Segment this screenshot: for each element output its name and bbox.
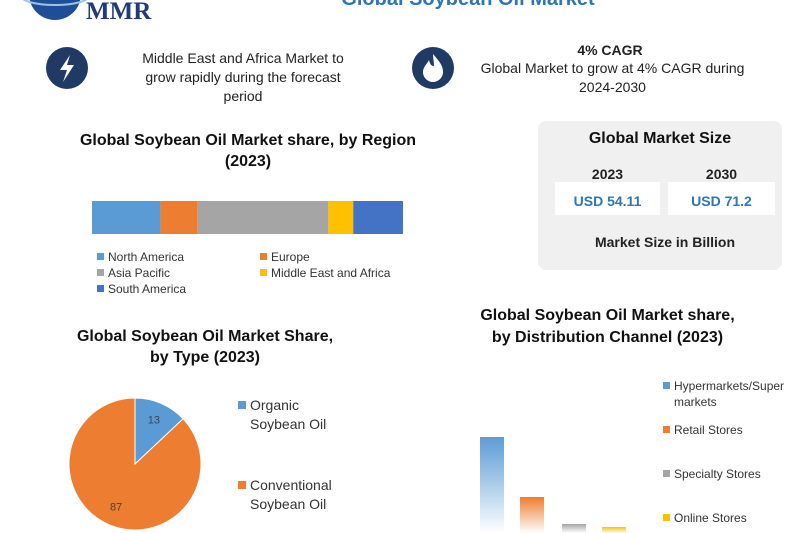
highlight-text: Middle East and Africa Market to grow ra… bbox=[142, 50, 344, 104]
market-value: USD 71.2 bbox=[691, 193, 752, 209]
legend-label: Asia Pacific bbox=[108, 266, 171, 280]
legend-swatch bbox=[663, 382, 670, 389]
data-label: 13 bbox=[148, 414, 160, 426]
data-label: 87 bbox=[110, 502, 122, 514]
chart-title: Global Soybean Oil Market Share, by Type… bbox=[76, 328, 334, 366]
legend-swatch bbox=[238, 481, 246, 489]
year: 2023 bbox=[591, 166, 624, 182]
bar-segment bbox=[328, 201, 354, 234]
value-box bbox=[668, 182, 775, 215]
highlight-text: Global Market to grow at 4% CAGR during … bbox=[480, 60, 745, 95]
bar-segment bbox=[197, 201, 329, 234]
panel-note: Market Size in Billion bbox=[594, 234, 736, 250]
legend-swatch bbox=[663, 470, 670, 477]
panel-title: Global Market Size bbox=[588, 130, 732, 147]
logo-text: MMR bbox=[86, 0, 152, 25]
legend-swatch bbox=[97, 253, 104, 260]
bolt-glyph bbox=[60, 55, 74, 82]
legend-label: Retail Stores bbox=[674, 423, 743, 437]
legend-label: Europe bbox=[271, 250, 310, 264]
legend-swatch bbox=[663, 426, 670, 433]
bar-segment bbox=[160, 201, 198, 234]
year: 2030 bbox=[705, 166, 738, 182]
legend-label: Middle East and Africa bbox=[271, 266, 391, 280]
legend-label: Hypermarkets/Supermarkets bbox=[674, 379, 785, 409]
legend-swatch bbox=[238, 401, 246, 409]
chart-title: Global Soybean Oil Market share, by Dist… bbox=[480, 307, 735, 346]
logo-ring bbox=[22, 0, 88, 6]
legend-swatch bbox=[663, 514, 670, 521]
legend-label: Organic Soybean Oil bbox=[250, 397, 327, 432]
chart-title: Global Soybean Oil Market share, by Regi… bbox=[79, 132, 417, 170]
page-title: Global Soybean Oil Market bbox=[318, 0, 618, 11]
legend-label: North America bbox=[108, 250, 185, 264]
legend-swatch bbox=[97, 269, 104, 276]
legend-swatch bbox=[97, 285, 104, 292]
bar bbox=[480, 437, 504, 533]
market-value: USD 54.11 bbox=[573, 193, 642, 209]
legend-label: Online Stores bbox=[674, 511, 747, 525]
bar-segment bbox=[92, 201, 161, 234]
pie-slice bbox=[68, 397, 202, 531]
legend-label: South America bbox=[108, 282, 187, 296]
value-box bbox=[555, 182, 660, 215]
legend-label: Specialty Stores bbox=[674, 467, 761, 481]
bar bbox=[520, 497, 544, 533]
bar-segment bbox=[353, 201, 403, 234]
bar bbox=[562, 524, 586, 533]
legend-label: Conventional Soybean Oil bbox=[250, 477, 332, 512]
flame-glyph bbox=[423, 54, 443, 82]
highlight-title: 4% CAGR bbox=[577, 42, 643, 58]
bar bbox=[602, 527, 626, 533]
legend-swatch bbox=[260, 269, 267, 276]
legend-swatch bbox=[260, 253, 267, 260]
